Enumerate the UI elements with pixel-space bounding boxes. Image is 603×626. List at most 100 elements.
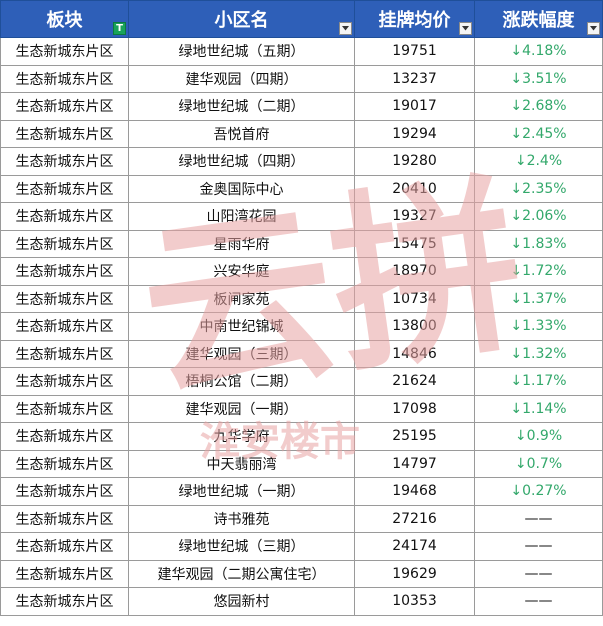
table-row: 生态新城东片区 建华观园（一期） 17098 ↓1.14% bbox=[0, 394, 603, 423]
table-row: 生态新城东片区 板闸家苑 10734 ↓1.37% bbox=[0, 284, 603, 313]
cell-change: ↓3.51% bbox=[474, 64, 603, 93]
cell-change: ↓4.18% bbox=[474, 37, 603, 66]
cell-change: ↓1.37% bbox=[474, 284, 603, 313]
table-row: 生态新城东片区 建华观园（三期） 14846 ↓1.32% bbox=[0, 339, 603, 368]
table-row: 生态新城东片区 山阳湾花园 19327 ↓2.06% bbox=[0, 202, 603, 231]
cell-community: 金奥国际中心 bbox=[128, 174, 355, 203]
cell-district: 生态新城东片区 bbox=[0, 257, 129, 286]
cell-community: 九华学府 bbox=[128, 422, 355, 451]
cell-price: 19327 bbox=[354, 202, 475, 231]
table-row: 生态新城东片区 悠园新村 10353 —— bbox=[0, 587, 603, 616]
sort-filter-button[interactable]: T bbox=[113, 22, 126, 35]
filter-button[interactable] bbox=[339, 22, 352, 35]
cell-community: 建华观园（二期公寓住宅） bbox=[128, 559, 355, 588]
cell-district: 生态新城东片区 bbox=[0, 394, 129, 423]
cell-community: 兴安华庭 bbox=[128, 257, 355, 286]
cell-community: 山阳湾花园 bbox=[128, 202, 355, 231]
cell-district: 生态新城东片区 bbox=[0, 339, 129, 368]
cell-price: 19294 bbox=[354, 119, 475, 148]
table-row: 生态新城东片区 九华学府 25195 ↓0.9% bbox=[0, 422, 603, 451]
cell-price: 20410 bbox=[354, 174, 475, 203]
cell-change: —— bbox=[474, 532, 603, 561]
cell-district: 生态新城东片区 bbox=[0, 92, 129, 121]
cell-price: 19751 bbox=[354, 37, 475, 66]
cell-community: 绿地世纪城（三期） bbox=[128, 532, 355, 561]
cell-price: 14797 bbox=[354, 449, 475, 478]
table-row: 生态新城东片区 建华观园（四期） 13237 ↓3.51% bbox=[0, 64, 603, 93]
cell-district: 生态新城东片区 bbox=[0, 504, 129, 533]
cell-district: 生态新城东片区 bbox=[0, 477, 129, 506]
cell-community: 绿地世纪城（一期） bbox=[128, 477, 355, 506]
cell-community: 绿地世纪城（五期） bbox=[128, 37, 355, 66]
dropdown-arrow-icon bbox=[342, 26, 349, 31]
cell-price: 13800 bbox=[354, 312, 475, 341]
cell-change: ↓2.45% bbox=[474, 119, 603, 148]
table-row: 生态新城东片区 绿地世纪城（五期） 19751 ↓4.18% bbox=[0, 37, 603, 66]
cell-district: 生态新城东片区 bbox=[0, 312, 129, 341]
cell-change: ↓0.9% bbox=[474, 422, 603, 451]
header-price: 挂牌均价 bbox=[354, 0, 475, 38]
table-row: 生态新城东片区 绿地世纪城（四期） 19280 ↓2.4% bbox=[0, 147, 603, 176]
cell-community: 梧桐公馆（二期） bbox=[128, 367, 355, 396]
header-district: 板块 T bbox=[0, 0, 129, 38]
cell-district: 生态新城东片区 bbox=[0, 449, 129, 478]
cell-change: ↓1.33% bbox=[474, 312, 603, 341]
cell-change: ↓2.4% bbox=[474, 147, 603, 176]
header-change-label: 涨跌幅度 bbox=[502, 10, 575, 31]
cell-change: ↓1.17% bbox=[474, 367, 603, 396]
table-row: 生态新城东片区 星雨华府 15475 ↓1.83% bbox=[0, 229, 603, 258]
cell-change: ↓2.06% bbox=[474, 202, 603, 231]
table-row: 生态新城东片区 绿地世纪城（二期） 19017 ↓2.68% bbox=[0, 92, 603, 121]
cell-community: 绿地世纪城（二期） bbox=[128, 92, 355, 121]
table-row: 生态新城东片区 吾悦首府 19294 ↓2.45% bbox=[0, 119, 603, 148]
cell-change: ↓1.32% bbox=[474, 339, 603, 368]
cell-price: 19468 bbox=[354, 477, 475, 506]
cell-district: 生态新城东片区 bbox=[0, 202, 129, 231]
cell-change: —— bbox=[474, 504, 603, 533]
cell-community: 中天翡丽湾 bbox=[128, 449, 355, 478]
header-row: 板块 T 小区名 挂牌均价 涨跌幅度 bbox=[0, 0, 603, 38]
header-district-label: 板块 bbox=[46, 10, 83, 31]
table-row: 生态新城东片区 兴安华庭 18970 ↓1.72% bbox=[0, 257, 603, 286]
cell-district: 生态新城东片区 bbox=[0, 559, 129, 588]
header-community-label: 小区名 bbox=[214, 10, 269, 31]
cell-price: 21624 bbox=[354, 367, 475, 396]
cell-community: 建华观园（三期） bbox=[128, 339, 355, 368]
cell-price: 10734 bbox=[354, 284, 475, 313]
cell-price: 10353 bbox=[354, 587, 475, 616]
dropdown-arrow-icon bbox=[462, 26, 469, 31]
cell-district: 生态新城东片区 bbox=[0, 422, 129, 451]
cell-price: 19629 bbox=[354, 559, 475, 588]
cell-change: ↓1.14% bbox=[474, 394, 603, 423]
cell-price: 14846 bbox=[354, 339, 475, 368]
header-price-label: 挂牌均价 bbox=[378, 10, 451, 31]
table-row: 生态新城东片区 建华观园（二期公寓住宅） 19629 —— bbox=[0, 559, 603, 588]
cell-district: 生态新城东片区 bbox=[0, 147, 129, 176]
table-row: 生态新城东片区 中南世纪锦城 13800 ↓1.33% bbox=[0, 312, 603, 341]
cell-district: 生态新城东片区 bbox=[0, 174, 129, 203]
cell-change: ↓0.7% bbox=[474, 449, 603, 478]
table-row: 生态新城东片区 诗书雅苑 27216 —— bbox=[0, 504, 603, 533]
table-row: 生态新城东片区 绿地世纪城（三期） 24174 —— bbox=[0, 532, 603, 561]
cell-community: 诗书雅苑 bbox=[128, 504, 355, 533]
cell-change: —— bbox=[474, 587, 603, 616]
cell-district: 生态新城东片区 bbox=[0, 367, 129, 396]
filter-button[interactable] bbox=[587, 22, 600, 35]
header-change: 涨跌幅度 bbox=[474, 0, 603, 38]
cell-price: 13237 bbox=[354, 64, 475, 93]
table-row: 生态新城东片区 中天翡丽湾 14797 ↓0.7% bbox=[0, 449, 603, 478]
cell-price: 25195 bbox=[354, 422, 475, 451]
filter-button[interactable] bbox=[459, 22, 472, 35]
cell-community: 中南世纪锦城 bbox=[128, 312, 355, 341]
cell-district: 生态新城东片区 bbox=[0, 64, 129, 93]
sort-icon: T bbox=[116, 22, 123, 34]
cell-community: 建华观园（四期） bbox=[128, 64, 355, 93]
cell-community: 板闸家苑 bbox=[128, 284, 355, 313]
cell-district: 生态新城东片区 bbox=[0, 229, 129, 258]
cell-district: 生态新城东片区 bbox=[0, 587, 129, 616]
cell-price: 17098 bbox=[354, 394, 475, 423]
cell-price: 19280 bbox=[354, 147, 475, 176]
cell-change: —— bbox=[474, 559, 603, 588]
cell-district: 生态新城东片区 bbox=[0, 284, 129, 313]
